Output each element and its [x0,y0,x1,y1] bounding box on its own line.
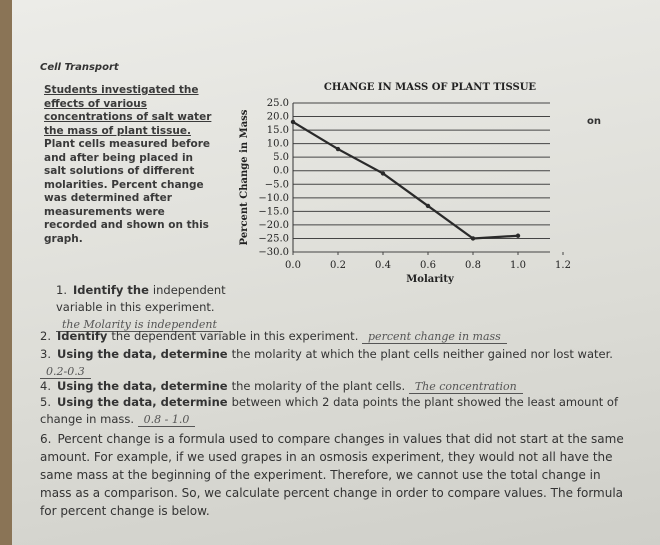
y-tick-label: 10.0 [267,139,289,150]
question-verb: Identify the [72,283,149,297]
question: 6. Percent change is a formula used to co… [40,430,630,520]
y-tick-label: −5.0 [265,179,289,190]
question: 2. Identify the dependent variable in this… [40,328,600,345]
question: 5. Using the data, determine between which… [40,394,630,428]
data-point [470,236,476,241]
x-tick-label: 0.4 [375,260,391,271]
aside: on [587,116,601,127]
x-tick-label: 0.6 [420,260,436,271]
y-tick-label: 5.0 [273,152,289,163]
x-axis-label: Molarity [406,274,455,285]
intro-line: molarities. Percent change [44,178,204,191]
question-number: 1. [56,283,67,297]
question-verb: Identify [56,329,108,343]
question-verb: Using the data, determine [56,395,228,409]
x-tick-label: 1.2 [555,260,571,271]
y-tick-label: 25.0 [267,98,289,109]
question-text: independent variable in this experiment. [56,283,226,314]
question-number: 2. [40,329,51,343]
y-tick-label: −25.0 [258,233,289,244]
data-point [515,233,521,238]
question-text: the molarity at which the plant cells ne… [231,347,613,361]
data-point [380,171,386,176]
intro-line: effects of various [44,97,147,110]
title: Cell Transport [40,62,119,73]
question: 3. Using the data, determine the molarity … [40,346,620,380]
chart-title: CHANGE IN MASS OF PLANT TISSUE [324,82,537,93]
y-tick-label: −20.0 [258,220,289,231]
y-tick-label: 0.0 [273,166,289,177]
intro-line: and after being placed in [44,151,194,164]
y-tick-label: 20.0 [267,112,289,123]
question-verb: Using the data, determine [56,347,228,361]
intro-line: recorded and shown on this [44,219,209,231]
x-tick-label: 1.0 [510,260,526,271]
data-point [425,203,431,209]
y-tick-label: 15.0 [267,125,289,136]
question-text: Percent change is a formula used to comp… [40,432,624,518]
handwritten-answer: The concentration [408,380,523,394]
intro-line: was determined after [44,192,172,204]
intro-line: Students investigated the [44,84,199,96]
handwritten-answer: the Molarity is independent [56,318,223,332]
x-tick-label: 0.2 [330,260,346,271]
question-text: between which 2 data points the plant sh… [40,395,618,426]
question-number: 6. [40,432,52,446]
data-point [335,146,341,152]
y-tick-label: −30.0 [258,247,289,258]
handwritten-answer: 0.8 - 1.0 [137,413,196,427]
worksheet: Cell Transport Students investigated the… [12,0,660,545]
intro-line: salt solutions of different [44,165,195,177]
y-axis-label: Percent Change in Mass [239,109,250,245]
question-text: the dependent variable in this experimen… [111,329,359,343]
question-number: 3. [40,347,51,361]
intro-line: graph. [44,232,83,245]
data-point [290,119,296,125]
x-tick-label: 0.8 [465,260,481,271]
intro-line: measurements were [44,205,165,218]
question-text: the molarity of the plant cells. [231,379,406,393]
question: 1. Identify the independent variable in th… [56,282,226,333]
intro-line: concentrations of salt water [44,111,212,123]
x-tick-label: 0.0 [285,260,301,271]
y-tick-label: −10.0 [258,193,289,204]
data-line [292,121,519,240]
intro-line: Plant cells measured before [44,138,211,150]
handwritten-answer: percent change in mass [362,330,507,344]
question-number: 5. [40,395,51,409]
handwritten-answer: 0.2-0.3 [40,365,91,379]
question: 4. Using the data, determine the molarity … [40,378,620,395]
question-number: 4. [40,379,51,393]
intro-line: the mass of plant tissue. [44,124,191,137]
intro: Students investigated the effects of vari… [44,84,211,246]
y-tick-label: −15.0 [258,206,289,217]
question-verb: Using the data, determine [56,379,228,393]
